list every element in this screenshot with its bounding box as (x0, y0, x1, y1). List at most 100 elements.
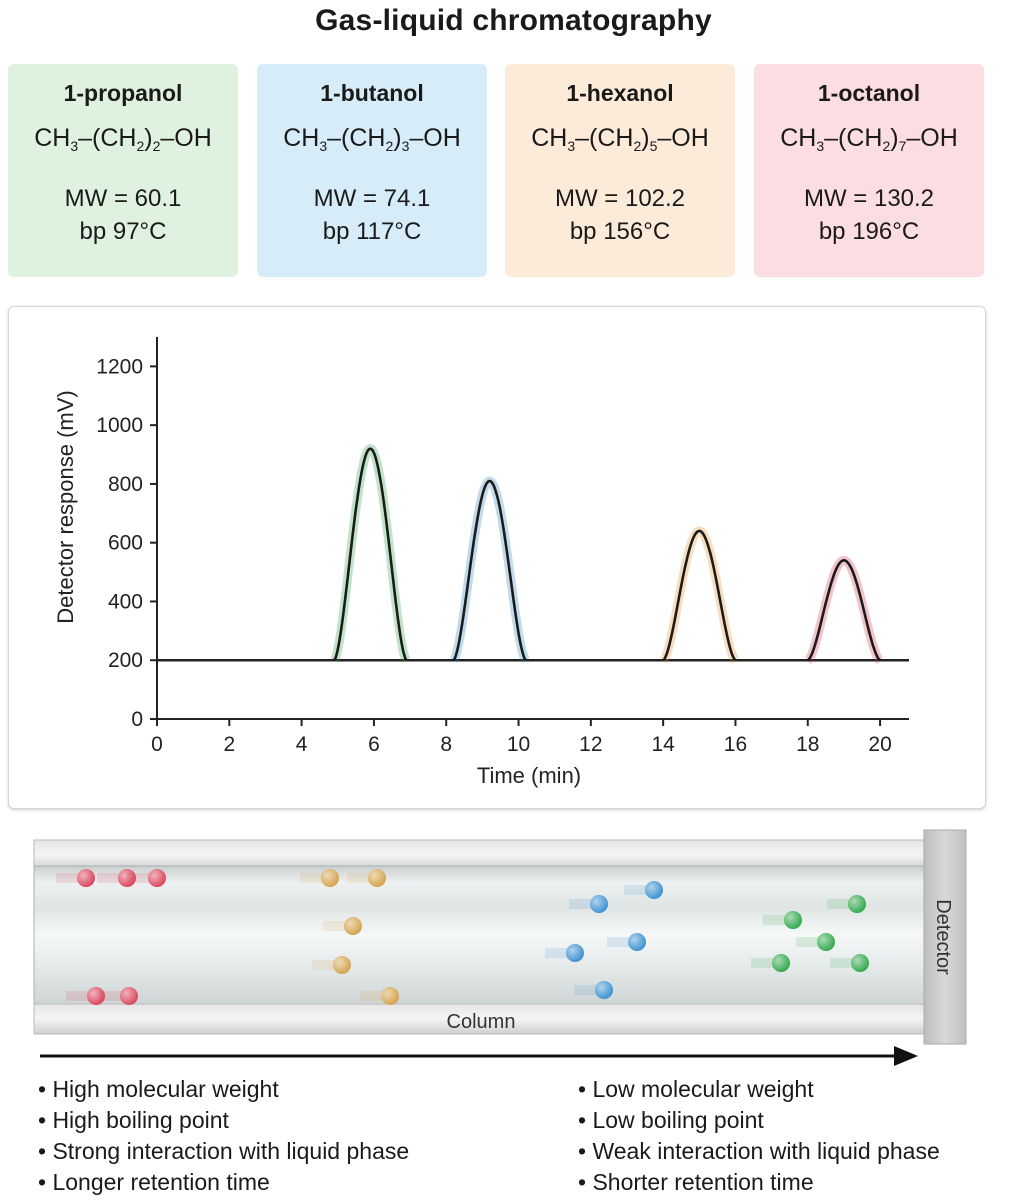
boiling-point: bp 196°C (818, 218, 920, 245)
molecular-weight: MW = 102.2 (554, 185, 686, 212)
peak-1-propanol (333, 447, 408, 661)
compound-name: 1-octanol (817, 80, 921, 106)
molecule-highlight (851, 954, 869, 972)
column-bottom-wall (33, 1003, 929, 1035)
molecule-trail (763, 915, 793, 925)
molecule-highlight (148, 869, 166, 887)
y-tick-label: 800 (108, 473, 143, 496)
molecular-weight: MW = 60.1 (64, 185, 182, 212)
molecule-trail (751, 958, 781, 968)
compound-card-octanol: 1-octanol CH3–(CH2)7–OH MW = 130.2 bp 19… (754, 64, 984, 277)
x-tick-label: 2 (223, 733, 235, 756)
detector-block (923, 829, 967, 1045)
list-item: • Low boiling point (578, 1107, 764, 1133)
x-tick-label: 20 (868, 733, 891, 756)
x-tick-label: 0 (151, 733, 163, 756)
peak-glow (804, 555, 884, 664)
molecule-highlight (120, 987, 138, 1005)
molecule-highlight (333, 956, 351, 974)
boiling-point: bp 156°C (569, 218, 671, 245)
left-properties-list: • High molecular weight • High boiling p… (38, 1074, 409, 1198)
molecule-highlight (590, 895, 608, 913)
list-item: • High molecular weight (38, 1076, 279, 1102)
molecule-trail (99, 991, 129, 1001)
molecule-highlight (772, 954, 790, 972)
flow-arrow-head (894, 1046, 918, 1066)
list-item: • Weak interaction with liquid phase (578, 1138, 940, 1164)
molecule-highlight (118, 869, 136, 887)
molecule-highlight (381, 987, 399, 1005)
analyte-molecules (56, 869, 869, 1005)
molecular-weight: MW = 130.2 (803, 185, 935, 212)
right-properties-list: • Low molecular weight • Low boiling poi… (578, 1074, 940, 1198)
molecule-highlight (595, 981, 613, 999)
x-tick-label: 10 (507, 733, 530, 756)
list-item: • High boiling point (38, 1107, 229, 1133)
compound-name: 1-butanol (320, 80, 424, 106)
peak-glow (330, 444, 411, 663)
peak-glow (659, 526, 739, 664)
molecule-trail (607, 937, 637, 947)
molecule-trail (97, 873, 127, 883)
column-label: Column (447, 1011, 516, 1033)
x-tick-label: 8 (440, 733, 452, 756)
compound-card-butanol: 1-butanol CH3–(CH2)3–OH MW = 74.1 bp 117… (257, 64, 487, 277)
list-item: • Shorter retention time (578, 1169, 814, 1195)
molecule-trail (347, 873, 377, 883)
x-tick-label: 16 (724, 733, 747, 756)
molecule-trail (827, 899, 857, 909)
y-tick-label: 400 (108, 590, 143, 613)
molecule-trail (300, 873, 330, 883)
compound-formula: CH3–(CH2)2–OH (34, 124, 212, 154)
molecular-weight: MW = 74.1 (313, 185, 431, 212)
molecule-highlight (344, 917, 362, 935)
column-illustration: Column Detector (33, 829, 967, 1045)
compound-card-propanol: 1-propanol CH3–(CH2)2–OH MW = 60.1 bp 97… (8, 64, 238, 277)
peak-1-hexanol (662, 529, 737, 662)
boiling-point: bp 117°C (322, 218, 422, 245)
molecule-trail (66, 991, 96, 1001)
molecule-trail (56, 873, 86, 883)
molecule-highlight (77, 869, 95, 887)
compound-formula: CH3–(CH2)3–OH (283, 124, 461, 154)
x-tick-label: 14 (651, 733, 675, 756)
compound-formula: CH3–(CH2)7–OH (780, 124, 958, 154)
peak-1-butanol (452, 479, 527, 661)
y-axis-label: Detector response (mV) (53, 390, 78, 624)
x-tick-label: 4 (296, 733, 308, 756)
compound-card-hexanol: 1-hexanol CH3–(CH2)5–OH MW = 102.2 bp 15… (505, 64, 735, 277)
x-tick-label: 18 (796, 733, 819, 756)
y-tick-label: 1000 (96, 414, 143, 437)
y-tick-label: 0 (131, 708, 143, 731)
molecule-highlight (628, 933, 646, 951)
peak-1-octanol (807, 559, 881, 662)
molecule-highlight (817, 933, 835, 951)
y-tick-label: 600 (108, 532, 143, 555)
molecule-trail (574, 985, 604, 995)
molecule-trail (796, 937, 826, 947)
peak-glow (449, 476, 530, 664)
list-item: • Longer retention time (38, 1169, 270, 1195)
molecule-trail (312, 960, 342, 970)
compound-formula: CH3–(CH2)5–OH (531, 124, 709, 154)
x-axis-label: Time (min) (477, 763, 581, 788)
molecule-trail (127, 873, 157, 883)
column-tube (33, 865, 929, 1005)
molecule-highlight (848, 895, 866, 913)
column-diagram: Column Detector (0, 826, 1027, 1066)
molecule-highlight (368, 869, 386, 887)
chart-axes (156, 337, 909, 720)
molecule-highlight (784, 911, 802, 929)
y-tick-label: 200 (108, 649, 143, 672)
list-item: • Strong interaction with liquid phase (38, 1138, 410, 1164)
molecule-highlight (87, 987, 105, 1005)
molecule-highlight (645, 881, 663, 899)
column-top-wall (33, 839, 929, 871)
molecule-trail (830, 958, 860, 968)
flow-arrow (40, 1046, 918, 1066)
compound-name: 1-propanol (63, 80, 183, 106)
chromatogram-trace (157, 444, 909, 664)
molecule-trail (569, 899, 599, 909)
